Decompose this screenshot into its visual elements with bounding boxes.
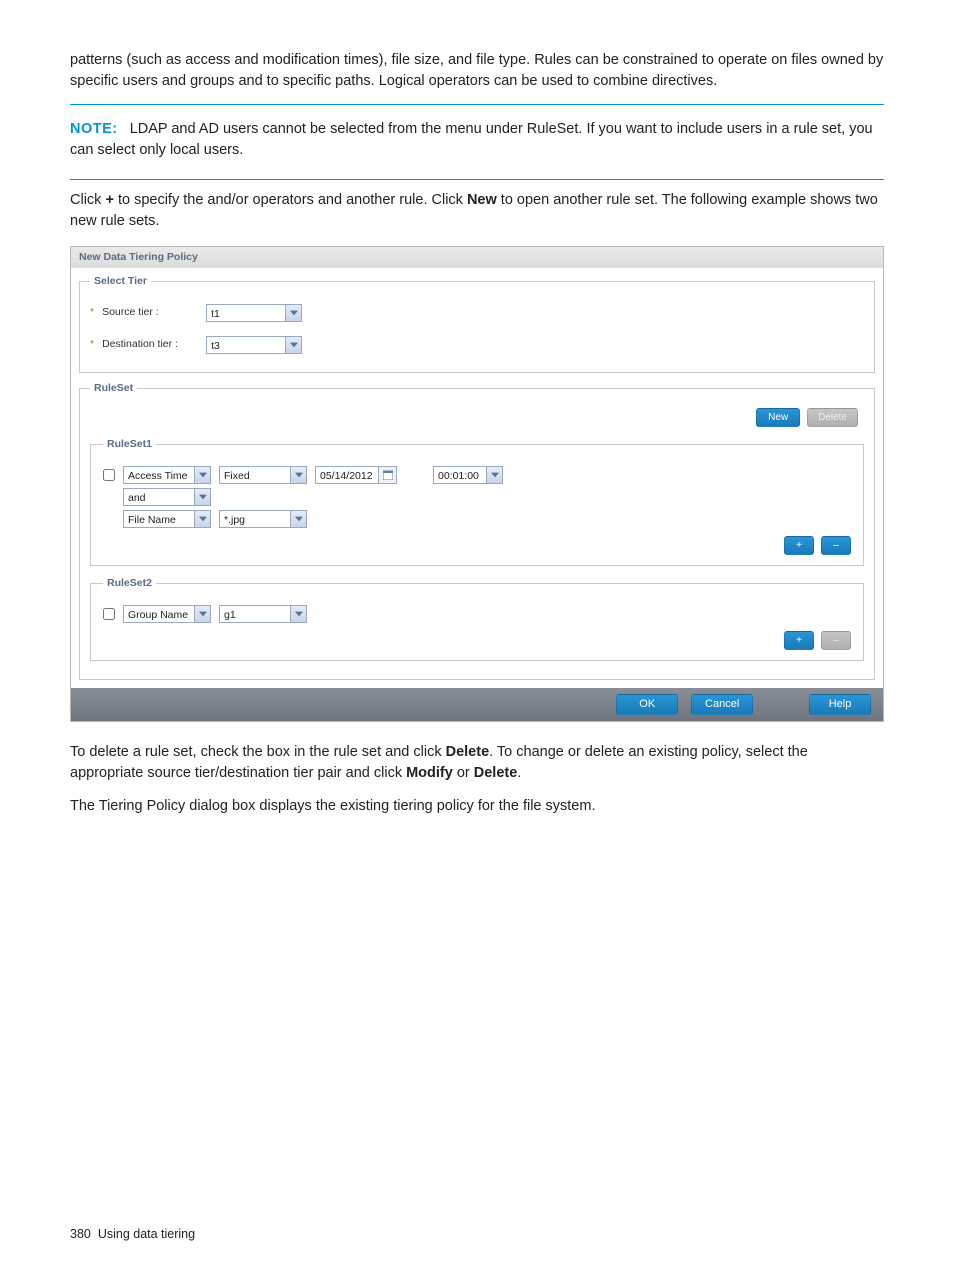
text: or (453, 765, 474, 781)
select-value: Fixed (220, 467, 290, 483)
ruleset-legend: RuleSet (90, 381, 137, 396)
text: to specify the and/or operators and anot… (114, 192, 467, 208)
attr-select[interactable]: File Name (123, 510, 211, 528)
select-value: *.jpg (220, 511, 290, 527)
cancel-button[interactable]: Cancel (691, 694, 753, 715)
ok-button[interactable]: OK (616, 694, 678, 715)
minus-button-disabled: – (821, 631, 851, 650)
tiering-policy-dialog: New Data Tiering Policy Select Tier * So… (70, 246, 884, 722)
chevron-down-icon (486, 467, 502, 483)
intro-paragraph: patterns (such as access and modificatio… (70, 50, 884, 92)
chevron-down-icon (194, 467, 210, 483)
page-number: 380 (70, 1227, 91, 1241)
logic-select[interactable]: and (123, 488, 211, 506)
delete-button[interactable]: Delete (807, 408, 858, 427)
select-value: Group Name (124, 606, 194, 622)
value-combo[interactable]: g1 (219, 605, 307, 623)
plus-button[interactable]: + (784, 536, 814, 555)
dest-tier-select[interactable]: t3 (206, 336, 302, 354)
bold: Delete (474, 765, 518, 781)
dialog-footer: OK Cancel Help (71, 688, 883, 721)
dest-tier-label: Destination tier : (102, 337, 200, 352)
text: Click (70, 192, 105, 208)
click-plus-paragraph: Click + to specify the and/or operators … (70, 190, 884, 232)
new-button[interactable]: New (756, 408, 800, 427)
page-footer: 380 Using data tiering (70, 1225, 195, 1243)
section-title: Using data tiering (98, 1227, 195, 1241)
note-block: NOTE: LDAP and AD users cannot be select… (70, 113, 884, 171)
select-value: t1 (207, 305, 285, 321)
select-tier-legend: Select Tier (90, 274, 151, 289)
mode-select[interactable]: Fixed (219, 466, 307, 484)
minus-button[interactable]: – (821, 536, 851, 555)
select-tier-fieldset: Select Tier * Source tier : t1 * Destina… (79, 274, 875, 372)
ruleset2-fieldset: RuleSet2 Group Name g1 + – (90, 576, 864, 661)
required-star: * (90, 337, 94, 352)
chevron-down-icon (194, 489, 210, 505)
chevron-down-icon (194, 511, 210, 527)
select-value: Access Time (124, 467, 194, 483)
time-select[interactable]: 00:01:00 (433, 466, 503, 484)
plus-symbol: + (105, 192, 113, 208)
select-value: 00:01:00 (434, 467, 486, 483)
note-divider-top (70, 104, 884, 105)
ruleset-fieldset: RuleSet New Delete RuleSet1 Access Time … (79, 381, 875, 681)
chevron-down-icon (285, 337, 301, 353)
note-text: LDAP and AD users cannot be selected fro… (70, 121, 873, 158)
chevron-down-icon (285, 305, 301, 321)
text: To delete a rule set, check the box in t… (70, 744, 446, 760)
help-button[interactable]: Help (809, 694, 871, 715)
select-value: and (124, 489, 194, 505)
ruleset-top-buttons: New Delete (90, 408, 858, 427)
chevron-down-icon (290, 606, 306, 622)
note-divider-bottom (70, 179, 884, 180)
chevron-down-icon (290, 511, 306, 527)
note-label: NOTE: (70, 121, 118, 137)
date-input[interactable]: 05/14/2012 (315, 466, 397, 484)
date-value: 05/14/2012 (316, 467, 378, 483)
delete-paragraph: To delete a rule set, check the box in t… (70, 742, 884, 784)
attr-select[interactable]: Access Time (123, 466, 211, 484)
ruleset1-legend: RuleSet1 (103, 437, 156, 452)
ruleset1-fieldset: RuleSet1 Access Time Fixed 05/14/2012 (90, 437, 864, 566)
bold: Delete (446, 744, 490, 760)
text: . (517, 765, 521, 781)
dialog-title: New Data Tiering Policy (71, 247, 883, 268)
new-bold: New (467, 192, 497, 208)
select-value: File Name (124, 511, 194, 527)
plus-button[interactable]: + (784, 631, 814, 650)
bold: Modify (406, 765, 453, 781)
chevron-down-icon (290, 467, 306, 483)
ruleset1-checkbox[interactable] (103, 469, 115, 481)
source-tier-select[interactable]: t1 (206, 304, 302, 322)
chevron-down-icon (194, 606, 210, 622)
calendar-icon (378, 467, 396, 483)
required-star: * (90, 305, 94, 320)
select-value: t3 (207, 337, 285, 353)
pattern-combo[interactable]: *.jpg (219, 510, 307, 528)
tiering-policy-paragraph: The Tiering Policy dialog box displays t… (70, 796, 884, 817)
attr-select[interactable]: Group Name (123, 605, 211, 623)
source-tier-label: Source tier : (102, 305, 200, 320)
select-value: g1 (220, 606, 290, 622)
ruleset2-checkbox[interactable] (103, 608, 115, 620)
ruleset2-legend: RuleSet2 (103, 576, 156, 591)
